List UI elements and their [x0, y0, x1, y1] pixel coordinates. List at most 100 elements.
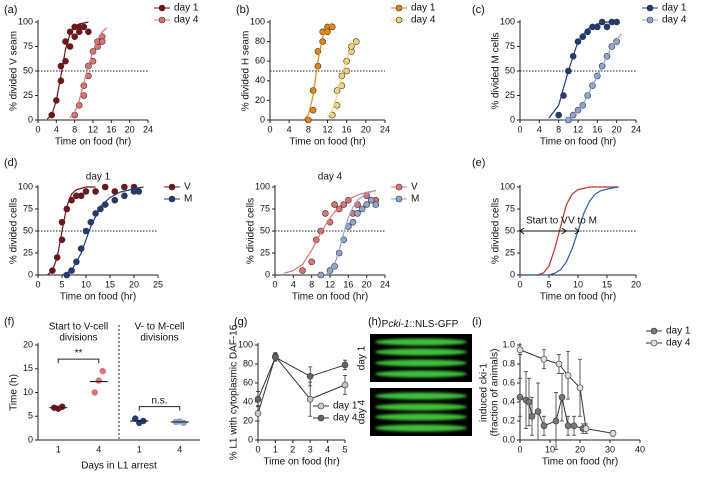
y-tick-label: 0 — [260, 114, 265, 124]
panel-label: (e) — [472, 157, 485, 169]
y-axis-label: % divided cells — [246, 198, 257, 264]
point — [564, 422, 572, 430]
y-tick-label: 60 — [243, 377, 253, 387]
point — [309, 106, 317, 114]
y-tick-label: 100 — [18, 16, 33, 26]
bracket — [138, 406, 181, 411]
point — [516, 346, 524, 354]
x-tick-label: 40 — [635, 444, 645, 454]
y-tick-label: 50 — [505, 65, 515, 75]
y-tick-label: 50 — [23, 225, 33, 235]
point — [299, 267, 306, 274]
point — [582, 425, 590, 432]
point — [306, 395, 314, 403]
legend-marker — [168, 195, 176, 203]
y-tick-label: 100 — [255, 181, 270, 191]
x-tick-label: 0 — [272, 279, 277, 289]
point — [570, 422, 578, 430]
y-tick-label: 15 — [23, 363, 33, 373]
y-tick-label: 5 — [28, 411, 33, 421]
y-axis-label: % divided cells — [491, 198, 502, 264]
y-tick-label: 20 — [23, 339, 33, 349]
y-axis-label: (fraction of animals) — [490, 349, 501, 437]
point — [343, 67, 350, 75]
point — [576, 384, 584, 392]
x-tick-label: 24 — [380, 279, 390, 289]
title-part: P — [382, 319, 389, 330]
x-axis-label: Time on food (hr) — [263, 457, 339, 468]
legend-marker — [395, 195, 403, 203]
point — [331, 201, 338, 208]
legend-label: day 1 — [174, 3, 199, 14]
legend-label: day 1 — [411, 3, 436, 14]
x-tick-label: 15 — [602, 279, 612, 289]
point — [95, 377, 102, 384]
group-label: Start to V-cell — [49, 322, 108, 333]
y-tick-label: 100 — [238, 339, 253, 349]
row-label: day 1 — [357, 345, 368, 370]
point — [272, 354, 279, 361]
group-label: divisions — [59, 333, 97, 344]
x-tick-label: 16 — [592, 124, 602, 134]
point — [99, 367, 106, 375]
point — [516, 393, 524, 401]
point — [59, 403, 66, 410]
point — [528, 412, 536, 420]
x-tick-label: 24 — [380, 124, 390, 134]
panel-label: (h) — [368, 316, 381, 328]
panel-label: (c) — [472, 4, 485, 16]
x-axis-label: Time on food (hr) — [292, 292, 368, 303]
y-tick-label: 0 — [510, 114, 515, 124]
legend-marker — [650, 327, 658, 335]
line — [69, 27, 108, 119]
point — [91, 389, 98, 396]
y-tick-label: 100 — [500, 181, 515, 191]
line — [284, 189, 376, 274]
x-tick-label: 8 — [306, 124, 311, 134]
x-tick-label: 16 — [342, 124, 352, 134]
significance: n.s. — [151, 395, 167, 406]
point — [121, 183, 128, 191]
y-tick-label: 0 — [28, 434, 33, 444]
legend-marker — [650, 339, 658, 347]
legend-label: day 1 — [333, 401, 358, 412]
y-tick-label: 75 — [260, 203, 270, 213]
y-tick-label: 25 — [260, 247, 270, 257]
y-axis-label: % divided M cells — [491, 32, 502, 109]
point — [92, 188, 99, 195]
y-tick-label: 0.0 — [502, 434, 515, 444]
line — [520, 186, 619, 276]
x-tick-label: 10 — [573, 279, 583, 289]
x-axis-label: Time on food (hr) — [542, 457, 618, 468]
point — [613, 38, 620, 45]
legend-label: day 4 — [174, 15, 199, 26]
line — [548, 21, 617, 119]
line — [257, 356, 346, 400]
x-tick-label: 12 — [325, 279, 335, 289]
image-panel: (h) Pcki-1::NLS-GFP day 1 day 4 — [357, 316, 472, 436]
x-tick-label: 4 — [287, 124, 292, 134]
y-axis-label: % divided H seam — [241, 31, 252, 112]
x-tick-label: 24 — [143, 124, 153, 134]
point — [341, 361, 349, 369]
point — [540, 355, 548, 363]
x-tick-label: 0 — [267, 124, 272, 134]
point — [352, 38, 360, 45]
line — [257, 355, 346, 414]
point — [306, 373, 314, 380]
legend-marker — [168, 183, 176, 191]
point — [354, 210, 361, 217]
legend-marker — [158, 16, 166, 24]
point — [552, 417, 560, 425]
group-label: divisions — [140, 333, 178, 344]
line — [303, 22, 333, 121]
legend-label: M — [411, 194, 419, 205]
x-tick-label: 12 — [322, 124, 332, 134]
x-tick-label: 20 — [129, 279, 139, 289]
point — [98, 38, 106, 45]
legend-marker — [395, 183, 403, 191]
row-label: day 4 — [357, 399, 368, 424]
worms — [375, 338, 467, 432]
y-tick-label: 0 — [28, 114, 33, 124]
x-tick-label: 20 — [575, 444, 585, 454]
